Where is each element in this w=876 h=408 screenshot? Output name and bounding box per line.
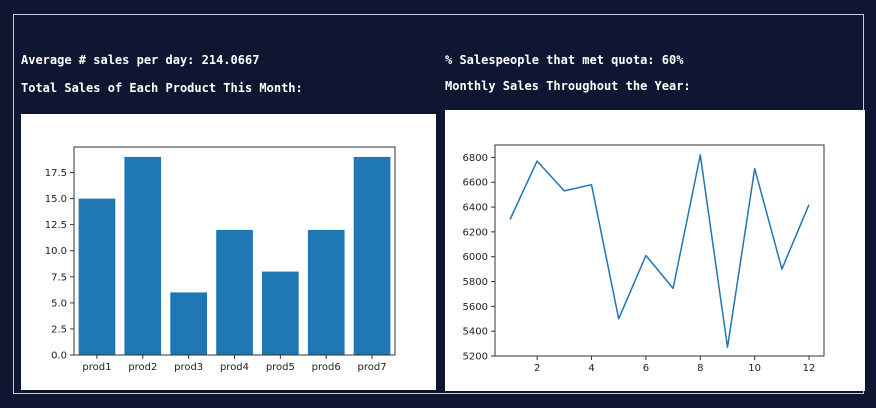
x-tick-label: prod4 bbox=[220, 362, 249, 373]
x-tick-label: 6 bbox=[643, 363, 649, 374]
bar-prod5 bbox=[262, 271, 299, 355]
bar-axes-frame bbox=[73, 146, 396, 356]
bar-chart-title: Total Sales of Each Product This Month: bbox=[21, 81, 303, 95]
y-tick-label: 5200 bbox=[463, 352, 488, 363]
quota-stat: % Salespeople that met quota: 60% bbox=[445, 53, 684, 67]
y-tick-label: 5600 bbox=[463, 302, 488, 313]
bar-prod3 bbox=[170, 292, 207, 355]
bar-prod7 bbox=[353, 156, 391, 355]
x-tick-label: 10 bbox=[748, 363, 761, 374]
y-tick-label: 15.0 bbox=[45, 194, 67, 205]
bar-prod6 bbox=[307, 229, 345, 355]
bar-chart: prod1 prod2 prod3 prod4 prod5 prod6 prod7 0.0 2.… bbox=[45, 146, 396, 373]
bar-prod2 bbox=[124, 156, 162, 355]
avg-sales-stat: Average # sales per day: 214.0667 bbox=[21, 53, 260, 67]
line-chart-panel: 2 4 6 8 10 12 5200 5400 5600 5800 6000 6200 6400 6600… bbox=[445, 110, 865, 391]
y-tick-label: 5400 bbox=[463, 327, 488, 338]
y-tick-label: 2.5 bbox=[51, 324, 67, 335]
y-tick-label: 5.0 bbox=[51, 298, 67, 309]
y-tick-label: 6600 bbox=[463, 178, 488, 189]
y-tick-label: 12.5 bbox=[45, 220, 67, 231]
y-tick-label: 6800 bbox=[463, 153, 488, 164]
x-tick-label: prod5 bbox=[266, 362, 295, 373]
y-tick-label: 5800 bbox=[463, 277, 488, 288]
y-tick-label: 6200 bbox=[463, 227, 488, 238]
line-chart: 2 4 6 8 10 12 5200 5400 5600 5800 6000 6200 6400 6600… bbox=[463, 144, 825, 374]
line-axes-frame bbox=[494, 144, 825, 357]
x-tick-label: prod3 bbox=[174, 362, 203, 373]
y-tick-label: 6000 bbox=[463, 252, 488, 263]
y-tick-label: 0.0 bbox=[51, 351, 67, 362]
x-tick-label: prod1 bbox=[82, 362, 111, 373]
y-tick-label: 17.5 bbox=[45, 168, 67, 179]
x-tick-label: 2 bbox=[534, 363, 540, 374]
x-tick-label: 12 bbox=[803, 363, 816, 374]
x-tick-label: prod7 bbox=[358, 362, 387, 373]
x-tick-label: prod6 bbox=[312, 362, 341, 373]
x-tick-label: 4 bbox=[588, 363, 594, 374]
bar-chart-panel: prod1 prod2 prod3 prod4 prod5 prod6 prod7 0.0 2.… bbox=[21, 114, 436, 390]
bar-prod4 bbox=[216, 229, 253, 355]
y-tick-label: 6400 bbox=[463, 203, 488, 214]
x-tick-label: prod2 bbox=[128, 362, 157, 373]
y-tick-label: 10.0 bbox=[45, 246, 67, 257]
monthly-sales-line bbox=[509, 154, 810, 349]
x-tick-label: 8 bbox=[697, 363, 703, 374]
bar-prod1 bbox=[78, 198, 116, 355]
y-tick-label: 7.5 bbox=[51, 272, 67, 283]
line-chart-title: Monthly Sales Throughout the Year: bbox=[445, 79, 691, 93]
